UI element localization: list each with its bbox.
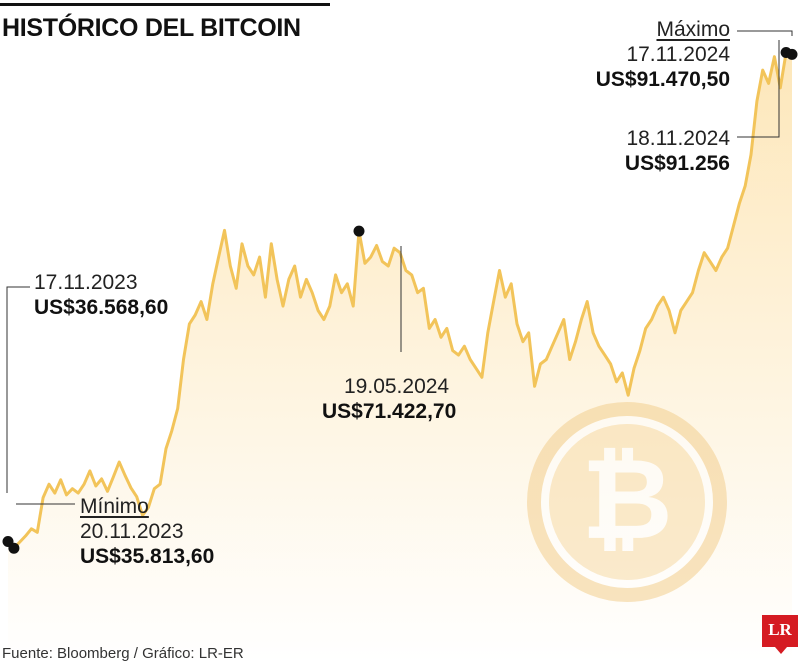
max-value: US$91.470,50 [595,68,730,91]
max-label: Máximo [656,18,730,41]
max-date: 17.11.2024 [626,43,730,66]
price-line [6,51,793,550]
end-date: 18.11.2024 [626,127,730,150]
mid-annotation: 19.05.2024 US$71.422,70 [322,374,456,424]
start-date: 17.11.2023 [34,271,138,294]
title-rule [0,3,330,6]
end-point [786,48,798,60]
min-label: Mínimo [80,495,149,518]
mid-date: 19.05.2024 [344,375,450,398]
start-annotation: 17.11.2023 US$36.568,60 [34,270,168,320]
mid-value: US$71.422,70 [322,400,457,423]
lr-logo: LR [762,615,798,654]
min-value: US$35.813,60 [80,545,215,568]
max-annotation: Máximo 17.11.2024 US$91.470,50 [596,17,730,92]
min-annotation: Mínimo 20.11.2023 US$35.813,60 [80,494,214,569]
start-leader-line [6,286,30,493]
svg-text:₿: ₿ [581,435,672,565]
min-point [8,542,20,554]
chart-title: HISTÓRICO DEL BITCOIN [2,14,301,42]
end-annotation: 18.11.2024 US$91.256 [625,126,730,176]
end-leader-line [737,40,780,138]
end-value: US$91.256 [624,152,730,175]
bitcoin-icon: ₿ [527,402,727,602]
mid-point [353,225,365,237]
max-leader-line [737,30,793,36]
min-date: 20.11.2023 [80,520,184,543]
start-value: US$36.568,60 [34,296,169,319]
source-note: Fuente: Bloomberg / Gráfico: LR-ER [2,645,244,662]
